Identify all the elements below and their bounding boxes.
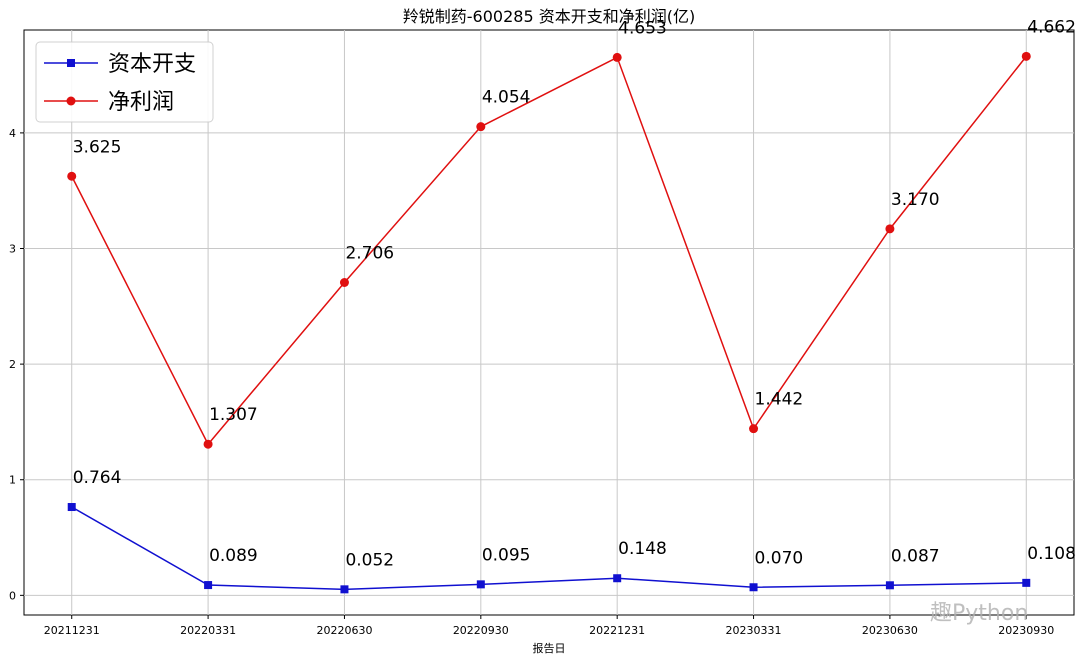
value-label: 0.095 [482, 545, 531, 565]
value-label: 1.307 [209, 405, 258, 425]
value-label: 4.662 [1027, 17, 1076, 37]
value-label: 3.170 [891, 190, 940, 210]
value-label: 0.764 [73, 468, 122, 488]
plot-area: 0 1 2 3 4 20211231 20220331 20220630 20220930 202… [9, 17, 1076, 637]
point [339, 277, 349, 287]
value-label: 0.070 [755, 548, 804, 568]
plot-frame [23, 29, 1075, 616]
point [885, 224, 895, 234]
point [476, 580, 485, 589]
x-tick-label: 20220930 [453, 624, 509, 637]
x-tick-label: 20230630 [862, 624, 918, 637]
legend-marker [67, 59, 75, 67]
point [613, 574, 622, 583]
y-tick-label: 4 [9, 127, 16, 140]
x-tick-label: 20230930 [998, 624, 1054, 637]
x-tick-label: 20230331 [726, 624, 782, 637]
y-tick-label: 3 [9, 243, 16, 256]
series-line [71, 506, 1027, 591]
value-label: 0.148 [618, 539, 667, 559]
point [1022, 578, 1031, 587]
point [67, 171, 77, 181]
series-line [71, 55, 1027, 446]
value-label: 0.108 [1027, 544, 1076, 564]
y-tick-label: 0 [9, 589, 16, 602]
value-label: 3.625 [73, 137, 122, 157]
y-tick-label: 2 [9, 358, 16, 371]
legend-marker [66, 96, 76, 106]
legend-label: 资本开支 [108, 52, 196, 77]
point [612, 52, 622, 62]
value-label: 0.052 [345, 550, 394, 570]
point [340, 585, 349, 594]
point [476, 122, 486, 132]
legend-frame [35, 41, 214, 123]
point [203, 439, 213, 449]
x-tick-label: 20211231 [44, 624, 100, 637]
value-label: 1.442 [755, 390, 804, 410]
point [749, 583, 758, 592]
point [67, 503, 76, 512]
value-label: 4.653 [618, 18, 667, 38]
chart-title: 羚锐制药-600285 资本开支和净利润(亿) [403, 7, 695, 26]
x-tick-label: 20220630 [316, 624, 372, 637]
x-tick-label: 20220331 [180, 624, 236, 637]
point [885, 581, 894, 590]
point [1021, 51, 1031, 61]
point [749, 424, 759, 434]
point [204, 581, 213, 590]
value-label: 0.087 [891, 546, 940, 566]
legend-label: 净利润 [108, 90, 174, 115]
watermark: 趣Python [930, 601, 1028, 626]
value-label: 2.706 [345, 243, 394, 263]
x-tick-label: 20221231 [589, 624, 645, 637]
x-axis-label: 报告日 [533, 641, 566, 655]
y-tick-label: 1 [9, 474, 16, 487]
value-label: 0.089 [209, 546, 258, 566]
value-label: 4.054 [482, 88, 531, 108]
